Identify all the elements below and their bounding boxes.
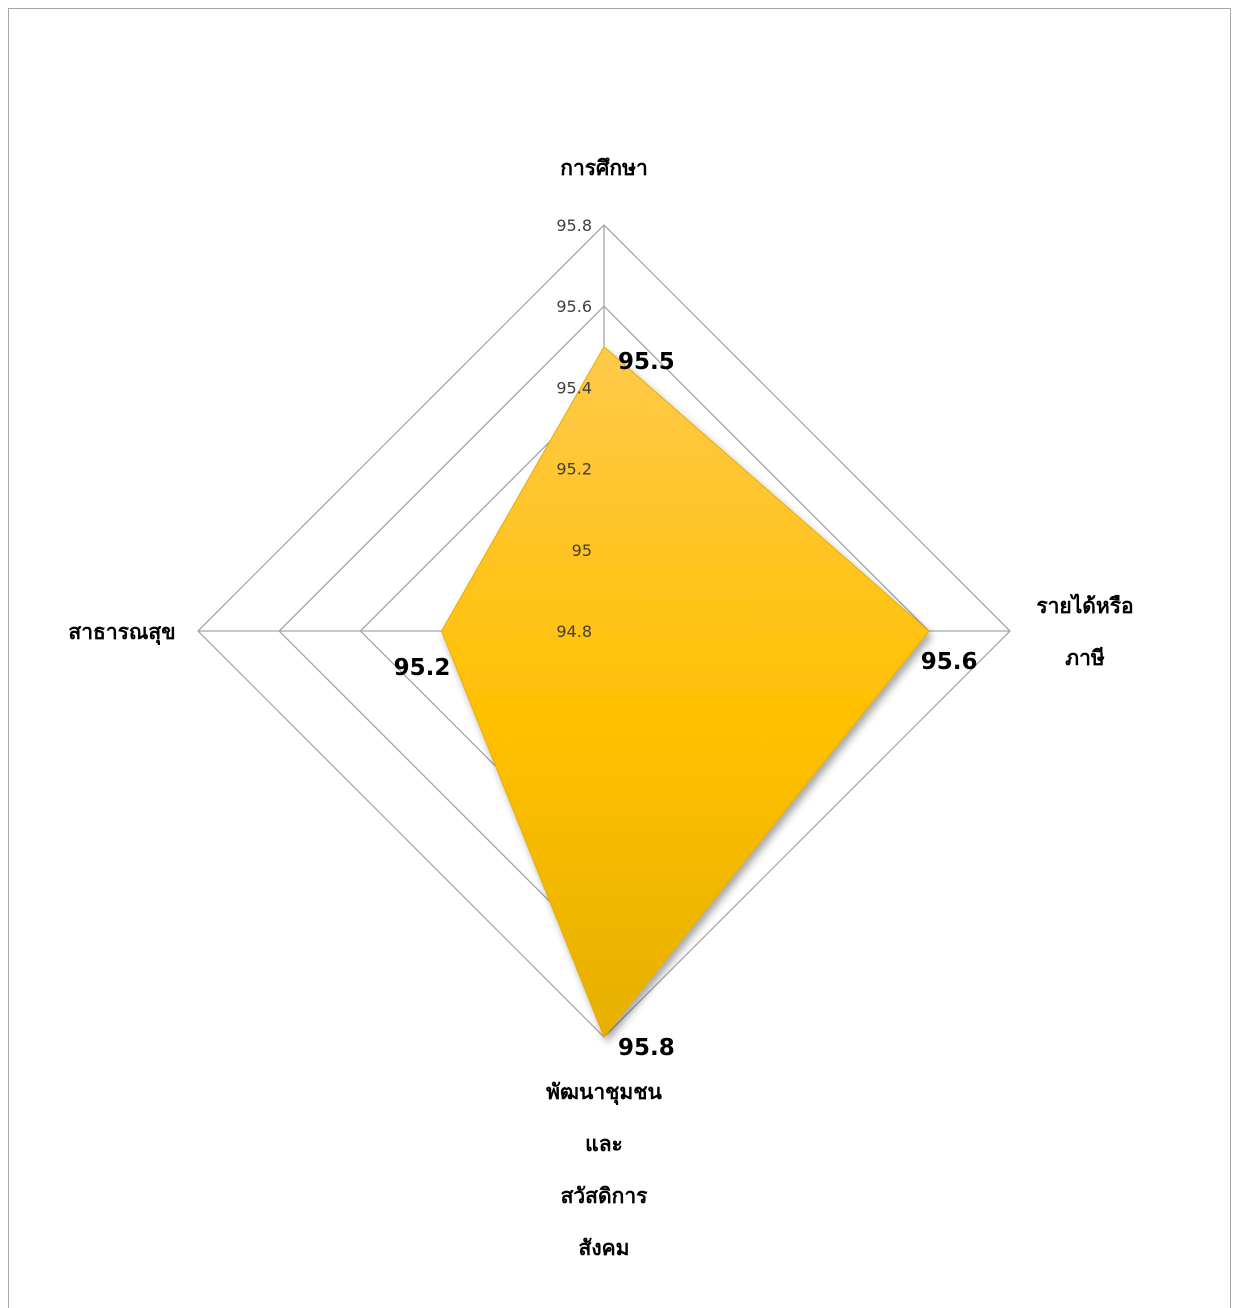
category-label: การศึกษา (560, 156, 647, 180)
chart-frame (8, 8, 1231, 1308)
category-label: สาธารณสุข (68, 620, 175, 646)
category-label: รายได้หรือ (1036, 593, 1133, 618)
category-label: พัฒนาชุมชน (546, 1080, 662, 1106)
radial-tick-labels: 94.8 95 95.2 95.4 95.6 95.8 (556, 216, 592, 641)
series-area-0 (441, 346, 930, 1038)
category-label: ภาษี (1065, 646, 1105, 670)
tick-label: 95.4 (556, 378, 592, 397)
tick-label: 95.8 (556, 216, 592, 235)
data-label: 95.2 (394, 655, 451, 681)
category-label: และ (585, 1132, 623, 1156)
data-label: 95.6 (921, 649, 978, 675)
category-label: สวัสดิการ (561, 1184, 649, 1208)
data-label: 95.5 (618, 349, 675, 375)
tick-label: 95.6 (556, 297, 592, 316)
tick-label: 95 (572, 541, 592, 560)
category-labels: การศึกษารายได้หรือภาษีพัฒนาชุมชนและสวัสด… (68, 156, 1133, 1260)
radar-series (441, 346, 930, 1038)
data-labels: 95.5 95.6 95.8 95.2 (394, 349, 978, 1061)
tick-label: 94.8 (556, 622, 592, 641)
tick-label: 95.2 (556, 460, 592, 479)
category-label: สังคม (579, 1236, 630, 1260)
data-label: 95.8 (618, 1035, 675, 1061)
